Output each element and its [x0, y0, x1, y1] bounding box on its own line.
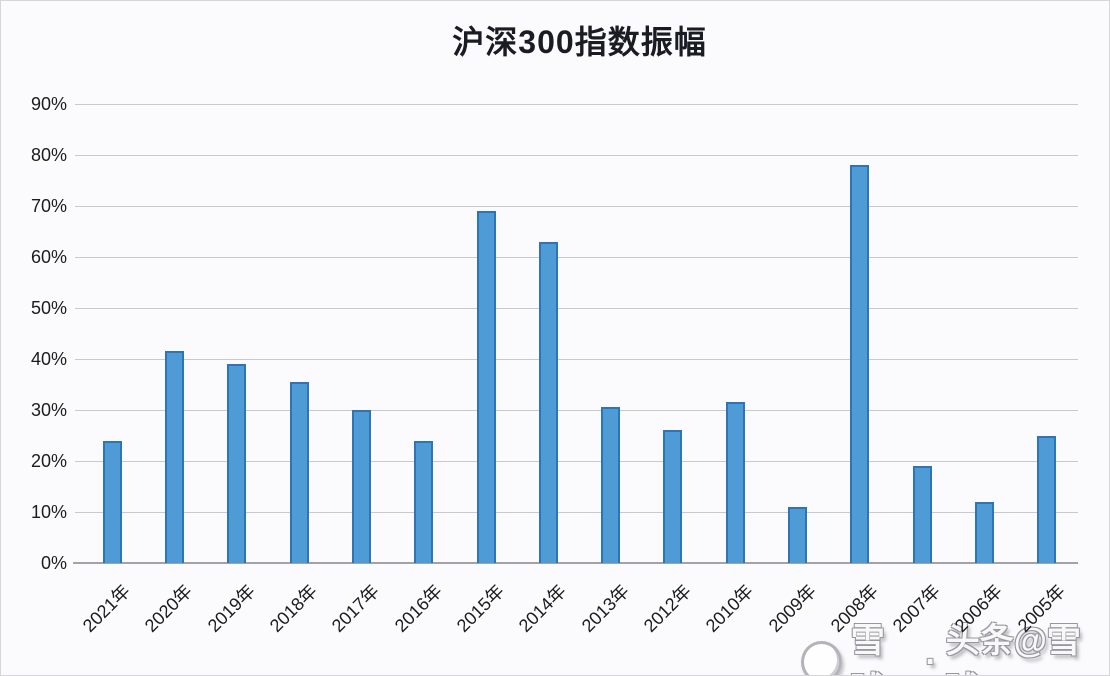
x-tick-label: 2014年: [515, 580, 571, 637]
x-axis-line: [73, 562, 1078, 564]
bar: [351, 410, 371, 563]
y-tick-label: 10%: [30, 502, 67, 522]
y-tick-label: 90%: [30, 94, 67, 114]
watermark-brand: 雪球: [850, 622, 885, 675]
x-tick-label: 2019年: [203, 580, 259, 637]
bar: [476, 211, 496, 563]
x-tick-label: 2013年: [577, 580, 633, 637]
y-tick-label: 30%: [30, 400, 67, 420]
x-tick-label: 2016年: [390, 580, 446, 637]
bar: [725, 402, 745, 563]
y-tick-label: 20%: [30, 451, 67, 471]
gridline: [75, 359, 1078, 360]
bar: [1037, 436, 1057, 563]
y-tick-label: 50%: [30, 298, 67, 318]
x-tick-label: 2020年: [141, 580, 197, 637]
gridline: [75, 155, 1078, 156]
bar: [788, 507, 808, 563]
bar: [975, 502, 995, 563]
y-tick-label: 0%: [40, 553, 67, 573]
gridline: [75, 410, 1078, 411]
gridline: [75, 206, 1078, 207]
watermark: 雪球 · 头条@雪球: [801, 613, 1109, 676]
watermark-separator: ·: [925, 642, 937, 676]
bar: [227, 364, 247, 563]
bar: [414, 441, 434, 563]
gridline: [75, 104, 1078, 105]
x-tick-label: 2015年: [452, 580, 509, 637]
y-tick-label: 70%: [30, 196, 67, 216]
x-tick-label: 2012年: [639, 580, 695, 637]
gridline: [75, 257, 1078, 258]
gridline: [75, 512, 1078, 513]
bar: [538, 242, 558, 563]
bar: [912, 466, 932, 563]
gridline: [75, 308, 1078, 309]
gridline: [75, 461, 1078, 462]
x-tick-label: 2018年: [265, 580, 322, 637]
x-tick-label: 2021年: [78, 580, 135, 637]
y-tick-label: 40%: [30, 349, 67, 369]
x-tick-label: 2017年: [328, 580, 384, 637]
y-tick-label: 80%: [30, 145, 67, 165]
y-tick-label: 60%: [30, 247, 67, 267]
bar: [164, 351, 184, 563]
x-tick-label: 2010年: [702, 580, 758, 637]
bar: [102, 441, 122, 563]
bar: [289, 382, 309, 563]
xueqiu-snowball-logo: [801, 641, 842, 675]
watermark-handle: 头条@雪球: [945, 622, 1081, 675]
bar: [850, 165, 870, 563]
chart-title: 沪深300指数振幅: [452, 24, 707, 60]
bar: [663, 430, 683, 563]
bar: [601, 407, 621, 563]
